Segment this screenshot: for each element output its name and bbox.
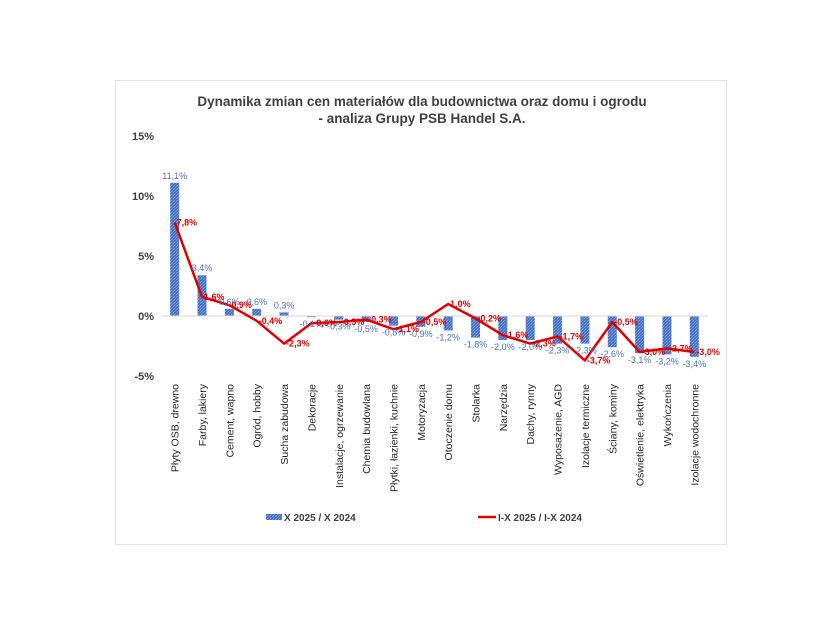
line-value-label: -3,0%	[696, 347, 720, 357]
bar	[443, 316, 453, 331]
category-label: Stolarka	[471, 384, 483, 423]
category-label: Ściany, kominy	[606, 383, 619, 454]
category-label: Dachy, rynny	[525, 383, 537, 444]
bar-value-label: -1,8%	[464, 340, 488, 350]
bar-value-label: -2,3%	[573, 346, 597, 356]
bar	[635, 316, 645, 354]
bar	[388, 316, 398, 326]
line-value-label: 1,6%	[204, 292, 225, 302]
category-label: Płyty OSB, drewno	[170, 384, 182, 472]
y-tick-label: 15%	[132, 131, 154, 143]
category-label: Sucha zabudowa	[279, 384, 291, 465]
bar-value-label: -3,1%	[628, 355, 652, 365]
bar	[471, 316, 481, 338]
bar-value-label: -0,5%	[354, 324, 378, 334]
chart-title-line-2: - analiza Grupy PSB Handel S.A.	[318, 111, 525, 126]
line-value-label: -3,7%	[587, 355, 611, 365]
y-tick-label: -5%	[134, 371, 154, 383]
category-label: Izolacje termiczne	[580, 384, 592, 468]
legend-bar-swatch	[266, 514, 282, 520]
bar	[553, 316, 563, 344]
bar	[607, 316, 617, 348]
category-label: Dekoracje	[306, 384, 318, 431]
bar	[689, 316, 699, 357]
bar-value-label: -0,1%	[300, 319, 324, 329]
bar-value-label: -1,2%	[436, 332, 460, 342]
bar	[334, 316, 344, 320]
line-value-label: -1,7%	[560, 331, 584, 341]
category-label: Wyposażenie, AGD	[553, 384, 565, 475]
y-tick-label: 0%	[138, 311, 154, 323]
bar	[170, 182, 180, 316]
bar	[498, 316, 508, 340]
legend: X 2025 / X 2024 I-X 2025 / I-X 2024	[266, 513, 582, 524]
line-value-label: 0,9%	[231, 300, 252, 310]
line-value-label: -0,5%	[341, 317, 365, 327]
category-label: Otoczenie domu	[443, 384, 455, 461]
bar-value-label: 0,6%	[246, 297, 267, 307]
bar	[224, 308, 234, 316]
category-label: Oświetlenie, elektryka	[635, 384, 647, 486]
line-value-label: -2,3%	[532, 339, 556, 349]
line-value-label: -2,7%	[669, 343, 693, 353]
line-value-label: -2,3%	[286, 339, 310, 349]
chart-frame: Dynamika zmian cen materiałów dla budown…	[115, 80, 727, 545]
legend-item-bar: X 2025 / X 2024	[266, 513, 356, 524]
bar-value-label: -0,9%	[409, 329, 433, 339]
category-label: Płytki, łazienki, kuchnie	[388, 384, 400, 492]
bar	[580, 316, 590, 344]
bar-value-label: -0,8%	[382, 328, 406, 338]
line-value-label: -1,6%	[505, 330, 529, 340]
y-axis: -5% 0% 5% 10% 15%	[132, 131, 154, 383]
bar-value-label: 3,4%	[192, 263, 213, 273]
bar-value-label: 0,6%	[219, 297, 240, 307]
bar-value-label: 11,1%	[162, 171, 187, 181]
chart-title-line-1: Dynamika zmian cen materiałów dla budown…	[197, 94, 646, 109]
bar-data-labels: 11,1%3,4%0,6% 0,6% 0,3%-0,1% -0,3% -0,5% -0,8…	[162, 171, 706, 369]
bar-value-label: -0,3%	[327, 322, 351, 332]
line-value-label: 1,0%	[450, 299, 471, 309]
y-tick-label: 10%	[132, 191, 154, 203]
category-label: Farby, lakiery	[197, 383, 209, 446]
bar	[525, 316, 535, 340]
bar-value-label: -3,4%	[683, 359, 707, 369]
bar-value-label: -2,3%	[546, 346, 570, 356]
bar	[252, 308, 262, 316]
chart: Dynamika zmian cen materiałów dla budown…	[132, 94, 720, 524]
line-value-label: -0,5%	[423, 317, 447, 327]
line-series	[173, 221, 695, 362]
line-value-label: -0,5%	[614, 317, 638, 327]
category-label: Wykończenia	[662, 384, 674, 447]
bar-value-label: -2,0%	[491, 342, 515, 352]
line-value-label: -0,2%	[478, 313, 502, 323]
category-label: Narzędzia	[498, 384, 510, 431]
category-label: Cement, wapno	[224, 384, 236, 458]
line-value-label: -0,4%	[259, 316, 283, 326]
legend-item-line: I-X 2025 / I-X 2024	[478, 513, 582, 524]
category-label: Chemia budowlana	[361, 384, 373, 474]
line-value-label: 7,8%	[177, 217, 198, 227]
bar-value-label: -2,0%	[518, 342, 542, 352]
category-label: Ogród, hobby	[252, 383, 264, 447]
category-label: Izolacje wodochronne	[689, 384, 701, 486]
category-label: Instalacje, ogrzewanie	[334, 384, 346, 488]
legend-line-label: I-X 2025 / I-X 2024	[498, 513, 582, 524]
legend-bar-label: X 2025 / X 2024	[284, 513, 356, 524]
line-value-label: -0,3%	[368, 315, 392, 325]
category-label: Motoryzacja	[416, 384, 428, 441]
bar	[306, 316, 316, 318]
bar-value-label: -3,2%	[655, 356, 679, 366]
x-axis-categories: Płyty OSB, drewno Farby, lakiery Cement, w…	[170, 383, 702, 492]
bar	[279, 312, 289, 316]
line-data-labels: 7,8%1,6%0,9%-0,4%-2,3%-0,6% -0,5% -0,3%-1,…	[177, 217, 720, 365]
bar	[662, 316, 672, 355]
line-value-label: -0,6%	[313, 318, 337, 328]
line-path	[173, 221, 695, 362]
y-tick-label: 5%	[138, 251, 154, 263]
line-value-label: -3,0%	[642, 347, 666, 357]
bar-value-label: 0,3%	[274, 300, 295, 310]
line-value-label: -1,1%	[395, 324, 419, 334]
bar-value-label: -2,6%	[601, 349, 625, 359]
